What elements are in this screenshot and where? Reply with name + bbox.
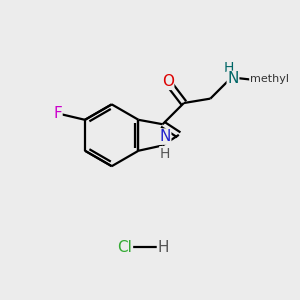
Text: H: H: [158, 240, 169, 255]
Text: O: O: [162, 74, 174, 89]
Text: H: H: [160, 147, 170, 161]
Text: N: N: [159, 129, 171, 144]
Text: F: F: [53, 106, 62, 122]
Text: methyl: methyl: [250, 74, 289, 84]
Text: H: H: [224, 61, 234, 75]
Text: N: N: [227, 71, 239, 86]
Text: Cl: Cl: [118, 240, 132, 255]
